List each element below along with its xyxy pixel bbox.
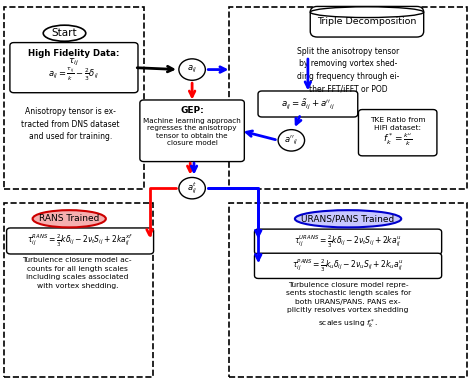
Text: GEP:: GEP: [180,106,204,115]
Text: High Fidelity Data:: High Fidelity Data: [28,49,119,58]
Text: $\tau^{URANS}_{ij} = \frac{2}{3}k\delta_{ij} - 2\nu_t S_{ij} + 2ka^{u}_{ij}$: $\tau^{URANS}_{ij} = \frac{2}{3}k\delta_… [294,233,402,250]
Text: tensor to obtain the: tensor to obtain the [156,133,228,139]
Text: URANS/PANS Trained: URANS/PANS Trained [301,214,395,223]
Text: $\tau^{RANS}_{ij} = \frac{2}{3}k\delta_{ij} - 2\nu_t S_{ij} + 2ka^{xf}_{ij}$: $\tau^{RANS}_{ij} = \frac{2}{3}k\delta_{… [27,233,133,249]
Text: TKE Ratio from: TKE Ratio from [370,118,426,123]
Text: $\tau_{ij}$: $\tau_{ij}$ [68,57,80,68]
FancyBboxPatch shape [10,43,138,93]
Text: Turbulence closure model ac-
counts for all length scales
including scales assoc: Turbulence closure model ac- counts for … [22,257,132,288]
Text: Machine learning approach: Machine learning approach [143,118,241,124]
Text: Turbulence closure model repre-
sents stochastic length scales for
both URANS/PA: Turbulence closure model repre- sents st… [285,282,410,331]
Text: Split the anisotropy tensor
by removing vortex shed-
ding frequency through ei-
: Split the anisotropy tensor by removing … [297,46,399,93]
FancyBboxPatch shape [255,229,442,254]
Text: $a_{ij} = \tilde{a}_{ij} + a''_{ij}$: $a_{ij} = \tilde{a}_{ij} + a''_{ij}$ [281,97,335,111]
Text: $a^t_{ij}$: $a^t_{ij}$ [187,180,197,196]
Text: $a_{ij}$: $a_{ij}$ [187,64,197,75]
Text: closure model: closure model [167,140,218,146]
Text: $\tau^{PANS}_{ij} = \frac{2}{3}k_u\delta_{ij} - 2\nu_u S_{ij} + 2k_u a^{u}_{ij}$: $\tau^{PANS}_{ij} = \frac{2}{3}k_u\delta… [292,258,404,274]
Circle shape [179,177,205,199]
FancyBboxPatch shape [358,109,437,156]
Circle shape [278,130,305,151]
Text: Anisotropy tensor is ex-
tracted from DNS dataset
and used for training.: Anisotropy tensor is ex- tracted from DN… [21,107,120,141]
Ellipse shape [43,25,86,41]
Text: $a_{ij} = \frac{\tau_{ij}}{k} - \frac{2}{3}\delta_{ij}$: $a_{ij} = \frac{\tau_{ij}}{k} - \frac{2}… [48,66,100,83]
Text: RANS Trained: RANS Trained [39,214,100,223]
Text: Triple Decomposition: Triple Decomposition [317,17,417,26]
Text: $a''_{ij}$: $a''_{ij}$ [284,134,299,147]
FancyBboxPatch shape [310,7,424,37]
Ellipse shape [310,7,424,18]
FancyBboxPatch shape [7,228,154,254]
Text: HiFi dataset:: HiFi dataset: [374,125,421,131]
FancyBboxPatch shape [255,253,442,278]
Ellipse shape [295,210,401,227]
Text: Start: Start [52,28,77,38]
FancyBboxPatch shape [258,91,358,117]
Text: regresses the anisotropy: regresses the anisotropy [147,126,237,131]
Circle shape [179,59,205,80]
Ellipse shape [33,210,106,227]
Text: $f^*_k = \frac{k^u}{k}$: $f^*_k = \frac{k^u}{k}$ [383,131,413,148]
FancyBboxPatch shape [140,100,244,162]
